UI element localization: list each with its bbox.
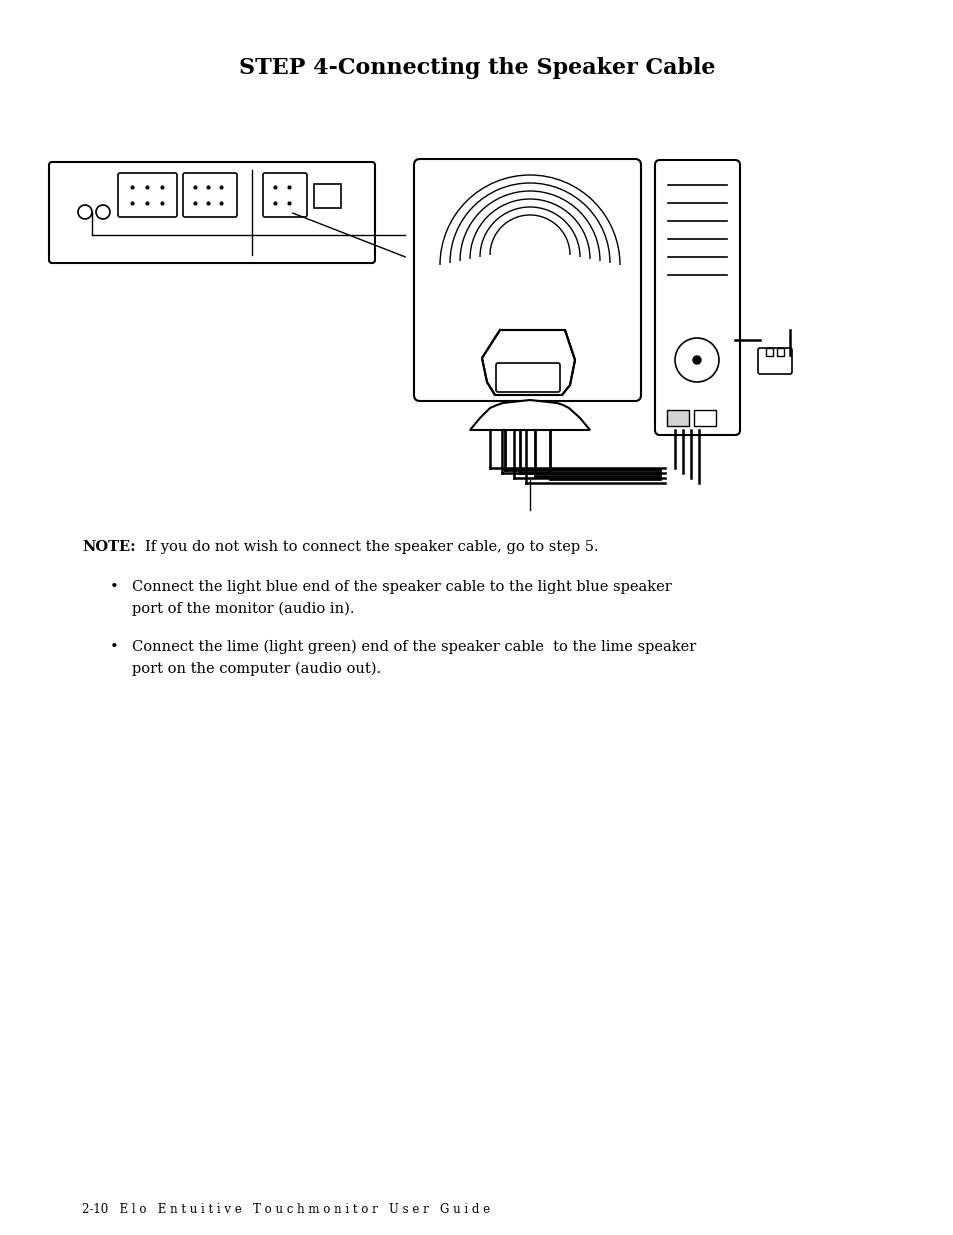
- Text: •: •: [110, 640, 118, 655]
- FancyBboxPatch shape: [693, 410, 716, 426]
- Polygon shape: [481, 330, 575, 395]
- Text: Connect the light blue end of the speaker cable to the light blue speaker: Connect the light blue end of the speake…: [132, 580, 671, 594]
- Bar: [765, 348, 772, 356]
- FancyBboxPatch shape: [314, 184, 340, 207]
- FancyBboxPatch shape: [414, 159, 640, 401]
- FancyBboxPatch shape: [118, 173, 177, 217]
- FancyBboxPatch shape: [183, 173, 236, 217]
- Text: NOTE:: NOTE:: [82, 540, 135, 555]
- Text: •: •: [110, 580, 118, 594]
- Text: port on the computer (audio out).: port on the computer (audio out).: [132, 662, 381, 677]
- Text: 2-10   E l o   E n t u i t i v e   T o u c h m o n i t o r   U s e r   G u i d e: 2-10 E l o E n t u i t i v e T o u c h m…: [82, 1203, 490, 1216]
- FancyBboxPatch shape: [263, 173, 307, 217]
- Circle shape: [692, 356, 700, 364]
- Text: If you do not wish to connect the speaker cable, go to step 5.: If you do not wish to connect the speake…: [145, 540, 598, 555]
- FancyBboxPatch shape: [496, 363, 559, 391]
- Text: STEP 4-Connecting the Speaker Cable: STEP 4-Connecting the Speaker Cable: [238, 57, 715, 79]
- FancyBboxPatch shape: [49, 162, 375, 263]
- Polygon shape: [470, 400, 589, 430]
- Text: port of the monitor (audio in).: port of the monitor (audio in).: [132, 601, 355, 616]
- FancyBboxPatch shape: [758, 348, 791, 374]
- FancyBboxPatch shape: [666, 410, 688, 426]
- Circle shape: [675, 338, 719, 382]
- Text: Connect the lime (light green) end of the speaker cable  to the lime speaker: Connect the lime (light green) end of th…: [132, 640, 696, 655]
- Circle shape: [78, 205, 91, 219]
- Circle shape: [96, 205, 110, 219]
- Bar: [776, 348, 783, 356]
- FancyBboxPatch shape: [655, 161, 740, 435]
